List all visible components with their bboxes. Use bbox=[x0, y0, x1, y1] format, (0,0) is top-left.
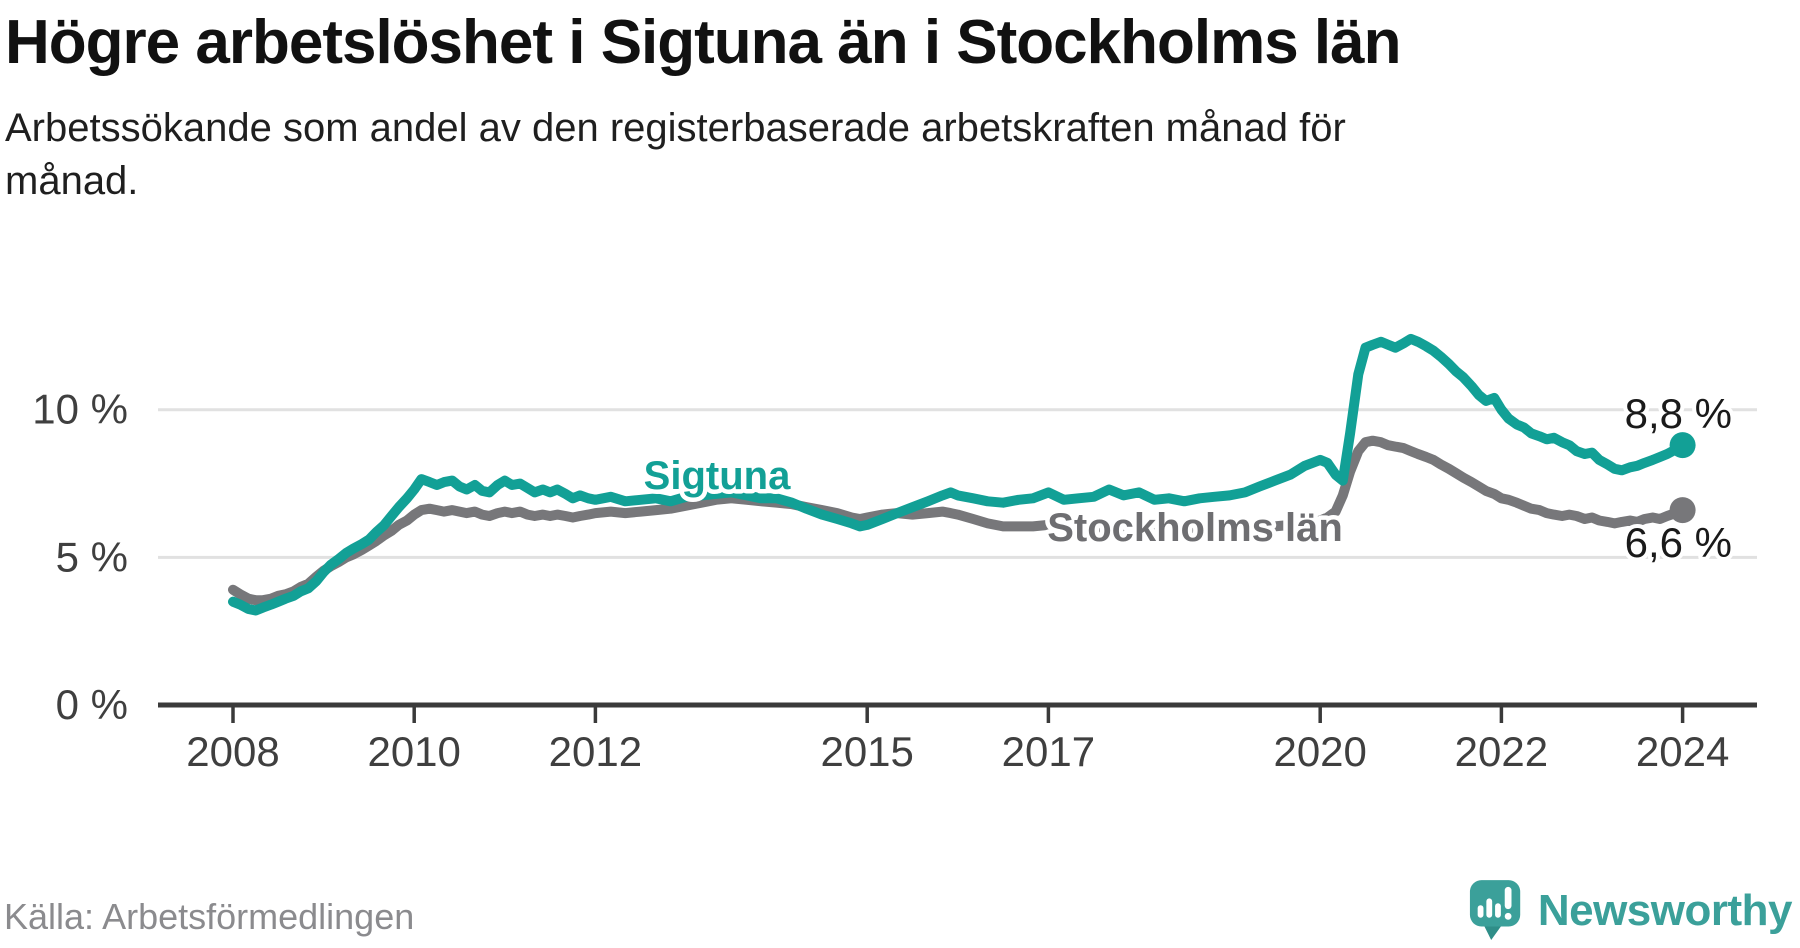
gridlines-layer bbox=[158, 408, 1757, 559]
x-tick-label: 2008 bbox=[186, 728, 279, 775]
stockholms-lan-end-dot bbox=[1669, 497, 1696, 524]
source-note: Källa: Arbetsförmedlingen bbox=[4, 896, 415, 937]
x-tick-label: 2022 bbox=[1455, 728, 1548, 775]
sigtuna-line bbox=[228, 333, 1688, 616]
x-tick-label: 2017 bbox=[1002, 728, 1095, 775]
x-tick-label: 2012 bbox=[549, 728, 642, 775]
x-tick-label: 2024 bbox=[1636, 728, 1729, 775]
x-tick-label: 2015 bbox=[820, 728, 913, 775]
x-tick-label: 2010 bbox=[367, 728, 460, 775]
page-subtitle: Arbetssökande som andel av den registerb… bbox=[5, 106, 1346, 203]
series-label-stockholms-lan: Stockholms län bbox=[1047, 506, 1343, 550]
y-tick-label: 0 % bbox=[56, 681, 128, 728]
newsworthy-bubble-chart-icon bbox=[1469, 880, 1521, 940]
labels-layer: Sigtuna Stockholms län 8,8 % 6,6 % bbox=[639, 386, 1736, 570]
end-value-sigtuna: 8,8 % bbox=[1625, 390, 1732, 437]
stockholms-lan-line bbox=[228, 435, 1688, 606]
series-lines-layer bbox=[228, 333, 1696, 616]
y-tick-label: 5 % bbox=[56, 533, 128, 580]
newsworthy-logo-text: Newsworthy bbox=[1537, 886, 1793, 935]
axis-layer: 0 % 5 % 10 % 2008 2010 2012 2015 2017 2020 2022 20… bbox=[32, 386, 1757, 775]
end-value-stockholms-lan: 6,6 % bbox=[1625, 519, 1732, 566]
newsworthy-logo: Newsworthy bbox=[1468, 880, 1793, 942]
y-tick-label: 10 % bbox=[32, 386, 128, 433]
x-tick-label: 2020 bbox=[1273, 728, 1366, 775]
series-label-sigtuna: Sigtuna bbox=[644, 454, 791, 498]
page-title: Högre arbetslöshet i Sigtuna än i Stockh… bbox=[5, 8, 1401, 77]
sigtuna-end-dot bbox=[1669, 432, 1696, 459]
